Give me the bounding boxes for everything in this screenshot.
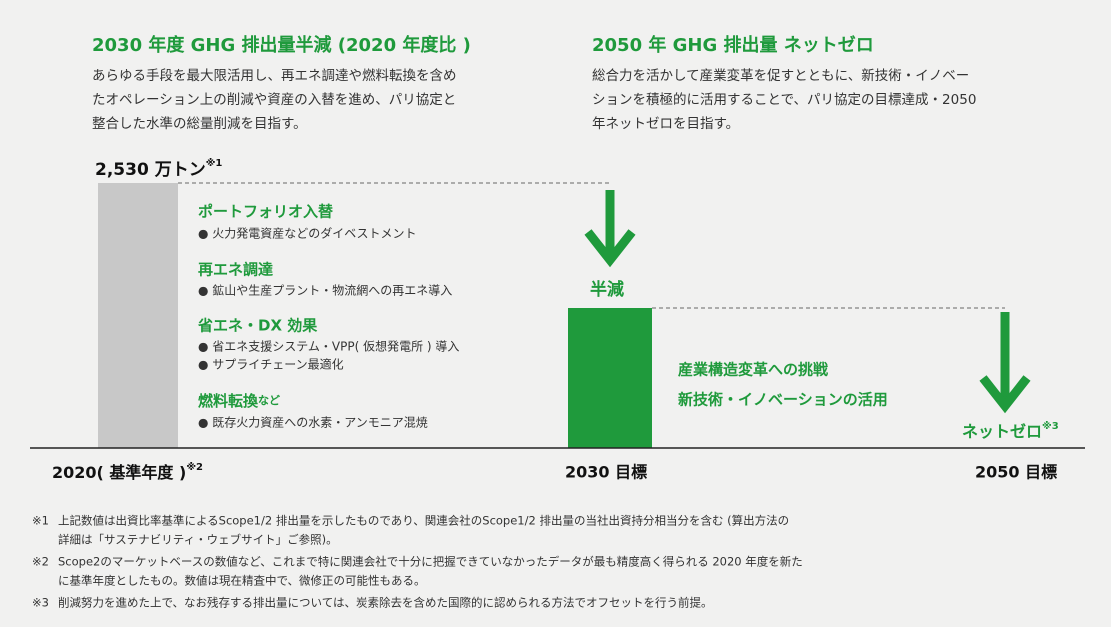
- arrow: [979, 312, 1031, 414]
- goal-description: ションを積極的に活用することで、パリ協定の目標達成・2050: [592, 92, 976, 108]
- baseline-amount: 2,530 万トン※1: [95, 157, 222, 180]
- label: 2020( 基準年度 ): [52, 463, 186, 482]
- halve-label: 半減: [590, 279, 624, 300]
- lever-item: ● 火力発電資産などのダイベストメント: [198, 226, 417, 241]
- footnote-text: 上記数値は出資比率基準によるScope1/2 排出量を示したものであり、関連会社…: [58, 514, 789, 528]
- lever-item: ● 省エネ支援システム・VPP( 仮想発電所 ) 導入: [198, 339, 459, 354]
- footnote-mark: ※1: [32, 514, 49, 528]
- lever-item: ● 既存火力資産への水素・アンモニア混焼: [198, 415, 428, 430]
- footnote-text: に基準年度としたもの。数値は現在精査中で、微修正の可能性もある。: [58, 574, 426, 588]
- transformation-text: 産業構造変革への挑戦: [678, 361, 829, 379]
- footnote-text: Scope2のマーケットベースの数値など、これまで特に関連会社で十分に把握できて…: [58, 555, 803, 569]
- lever-name: 燃料転換など: [198, 392, 280, 410]
- baseline-bar: [98, 183, 178, 448]
- footnote-text: 削減努力を進めた上で、なお残存する排出量については、炭素除去を含めた国際的に認め…: [58, 596, 712, 610]
- note-mark: ※2: [186, 461, 203, 473]
- amount: 2,530 万トン: [95, 160, 206, 180]
- timeline-label: 2030 目標: [565, 463, 647, 482]
- goal-description: 整合した水準の総量削減を目指す。: [92, 115, 307, 132]
- footnote-mark: ※2: [32, 555, 49, 569]
- net-zero-label: ネットゼロ※3: [962, 420, 1059, 441]
- label: ネットゼロ: [962, 422, 1042, 441]
- arrow: [584, 190, 636, 268]
- goal-title: 2050 年 GHG 排出量 ネットゼロ: [592, 34, 874, 56]
- transformation-text: 新技術・イノベーションの活用: [678, 391, 888, 409]
- lever-name: 再エネ調達: [198, 261, 273, 279]
- lever-name-main: 燃料転換: [198, 392, 259, 410]
- goal-description: あらゆる手段を最大限活用し、再エネ調達や燃料転換を含め: [92, 67, 457, 84]
- timeline-label: 2020( 基準年度 )※2: [52, 461, 203, 482]
- lever-item: ● サプライチェーン最適化: [198, 357, 344, 372]
- lever-item: ● 鉱山や生産プラント・物流網への再エネ導入: [198, 283, 452, 298]
- goal-description: 総合力を活かして産業変革を促すとともに、新技術・イノベー: [592, 67, 969, 84]
- footnote-text: 詳細は「サステナビリティ・ウェブサイト」ご参照)。: [58, 533, 338, 547]
- goal-description: たオペレーション上の削減や資産の入替を進め、パリ協定と: [92, 91, 456, 108]
- goal-description: 年ネットゼロを目指す。: [592, 116, 739, 132]
- note-mark: ※1: [206, 157, 223, 169]
- lever-name: ポートフォリオ入替: [198, 203, 334, 221]
- lever-name: 省エネ・DX 効果: [197, 317, 318, 335]
- footnote-mark: ※3: [32, 596, 49, 610]
- lever-suffix: など: [258, 394, 280, 407]
- target-2030-bar: [568, 308, 652, 448]
- goal-title: 2030 年度 GHG 排出量半減 (2020 年度比 ): [92, 34, 471, 56]
- note-mark: ※3: [1042, 420, 1059, 432]
- timeline-label: 2050 目標: [975, 463, 1057, 482]
